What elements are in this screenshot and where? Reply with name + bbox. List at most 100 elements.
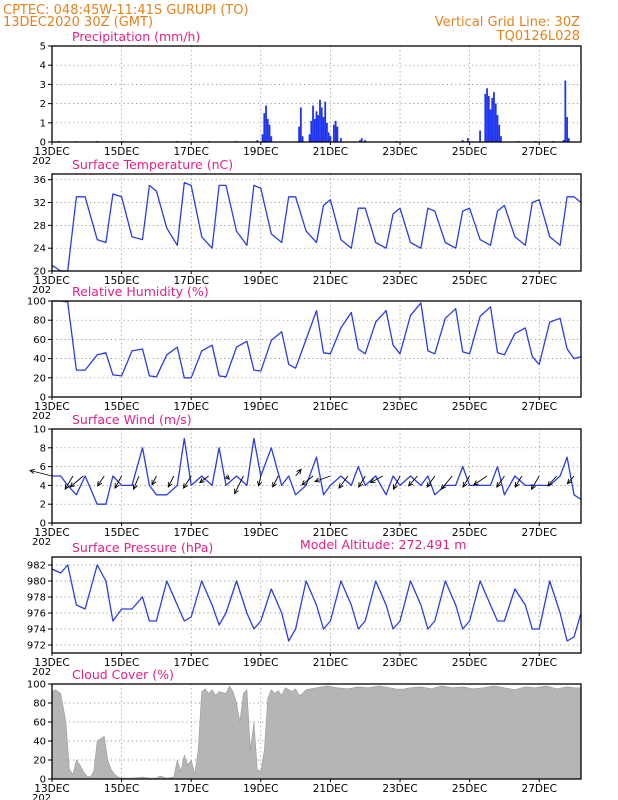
wind-arrow xyxy=(393,475,401,490)
wind-ytick-label: 2 xyxy=(40,500,46,511)
temperature-ytick-label: 36 xyxy=(33,175,46,186)
precipitation-bar xyxy=(320,107,323,142)
wind-arrow xyxy=(462,475,471,488)
cloud-cover-xtick-label: 15DEC xyxy=(104,783,139,795)
temperature-line xyxy=(51,181,582,272)
precipitation-xtick-label: 21DEC xyxy=(313,146,348,158)
humidity-frame xyxy=(51,300,582,398)
pressure-year-partial: 202 xyxy=(32,667,51,678)
precipitation-bar xyxy=(360,138,363,142)
precipitation-bar xyxy=(489,109,492,142)
precipitation-bar xyxy=(265,105,267,142)
pressure-ytick-label: 980 xyxy=(27,577,46,588)
pressure-ytick-label: 972 xyxy=(27,641,46,652)
wind-arrow xyxy=(358,475,366,488)
precipitation-bar xyxy=(310,120,313,142)
wind-arrow xyxy=(314,475,331,482)
wind-line xyxy=(52,437,582,505)
precipitation-bar xyxy=(336,126,339,142)
wind-arrow xyxy=(114,475,123,489)
wind-arrow xyxy=(301,475,314,486)
wind-arrow-head xyxy=(132,484,138,491)
precipitation-bar xyxy=(500,136,502,142)
precipitation-xtick-label: 13DEC xyxy=(34,146,69,158)
precipitation-bar xyxy=(261,134,264,142)
wind-arrow-head xyxy=(167,481,173,488)
wind-arrow xyxy=(531,475,540,490)
temperature-xtick-label: 15DEC xyxy=(104,275,139,287)
wind-arrow xyxy=(547,475,557,487)
precipitation-bar xyxy=(484,94,487,142)
wind-arrow-head xyxy=(198,477,205,484)
temperature-xtick-label: 21DEC xyxy=(313,275,348,287)
precipitation-bar xyxy=(333,124,335,142)
pressure-ytick-label: 982 xyxy=(27,561,46,572)
panels: 0 1 2 3 4 5 13DEC 15DEC 17DEC 19DEC 21DEC 23DEC 25DE… xyxy=(27,29,582,800)
wind-xtick-label: 15DEC xyxy=(104,527,139,539)
precipitation-bar xyxy=(322,117,325,142)
wind-arrow xyxy=(426,475,436,488)
humidity-ytick-label: 20 xyxy=(33,373,46,384)
precipitation-bar xyxy=(466,138,469,142)
humidity-xtick-label: 23DEC xyxy=(382,401,417,413)
cloud-cover-panel: 0 20 40 60 80 100 13DEC 15DEC 17DEC 19DEC 21DEC 23D… xyxy=(27,667,582,800)
precipitation-ytick-label: 2 xyxy=(40,99,46,110)
wind-arrow-head xyxy=(234,488,239,495)
pressure-line xyxy=(51,564,582,642)
wind-arrow-head xyxy=(392,484,398,491)
pressure-xtick-label: 15DEC xyxy=(104,657,139,669)
pressure-xtick-label: 27DEC xyxy=(522,657,557,669)
pressure-xtick-label: 17DEC xyxy=(173,657,208,669)
temperature-ytick-label: 32 xyxy=(33,198,46,209)
wind-frame xyxy=(51,428,582,524)
precipitation-bar xyxy=(301,136,304,142)
precipitation-xtick-label: 15DEC xyxy=(104,146,139,158)
cloud-cover-ytick-label: 100 xyxy=(27,680,46,691)
wind-arrow xyxy=(64,475,74,490)
precipitation-xtick-label: 19DEC xyxy=(243,146,278,158)
wind-arrow-head xyxy=(28,469,35,475)
wind-arrow-head xyxy=(407,480,414,487)
wind-arrow xyxy=(199,475,209,483)
wind-arrow xyxy=(295,469,302,477)
humidity-title: Relative Humidity (%) xyxy=(72,284,209,299)
wind-arrow xyxy=(234,475,244,494)
wind-arrow-head xyxy=(338,483,344,489)
precipitation-bar xyxy=(496,115,499,142)
precipitation-bar xyxy=(339,138,342,142)
temperature-year-partial: 202 xyxy=(32,285,51,296)
wind-arrow xyxy=(408,475,418,487)
wind-arrow xyxy=(258,475,262,486)
precipitation-bar xyxy=(329,136,332,142)
precipitation-bar xyxy=(562,140,565,142)
wind-arrow xyxy=(440,475,453,490)
precipitation-bar xyxy=(498,124,501,142)
precipitation-bar xyxy=(491,97,494,142)
precipitation-ytick-label: 0 xyxy=(40,138,46,149)
cloud-cover-xtick-label: 13DEC xyxy=(34,783,69,795)
precipitation-ytick-label: 1 xyxy=(40,118,46,129)
wind-arrow xyxy=(167,475,175,488)
wind-arrow-head xyxy=(114,483,120,490)
humidity-xtick-label: 25DEC xyxy=(452,401,487,413)
humidity-line xyxy=(52,300,582,379)
cloud-cover-ytick-label: 0 xyxy=(40,775,46,786)
temperature-panel: 20 24 28 32 36 13DEC 15DEC 17DEC 19DEC 21DEC 23DEC… xyxy=(32,157,582,296)
precipitation-bar xyxy=(319,99,321,142)
header-grid-note: Vertical Grid Line: 30Z xyxy=(435,15,580,30)
precipitation-bar xyxy=(317,115,320,142)
temperature-xtick-label: 25DEC xyxy=(452,275,487,287)
wind-arrow xyxy=(97,475,105,487)
precipitation-panel: 0 1 2 3 4 5 13DEC 15DEC 17DEC 19DEC 21DEC 23DEC 25DE… xyxy=(32,29,582,167)
cloud-cover-xtick-label: 23DEC xyxy=(382,783,417,795)
wind-arrow-head xyxy=(514,481,520,488)
precipitation-bar xyxy=(263,113,266,142)
temperature-frame xyxy=(51,173,582,272)
cloud-cover-xtick-label: 17DEC xyxy=(173,783,208,795)
precipitation-bar xyxy=(334,120,337,142)
wind-arrow-head xyxy=(547,480,553,487)
pressure-xtick-label: 25DEC xyxy=(452,657,487,669)
precipitation-bar xyxy=(359,140,361,142)
wind-xtick-label: 17DEC xyxy=(173,527,208,539)
wind-arrow-head xyxy=(566,478,573,485)
